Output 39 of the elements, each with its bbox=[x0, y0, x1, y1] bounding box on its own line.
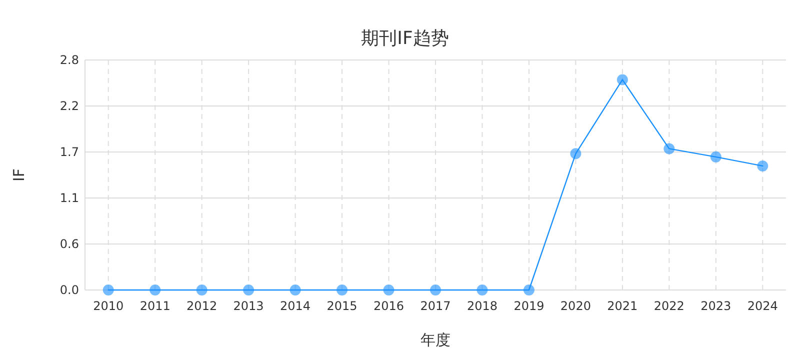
point bbox=[523, 284, 534, 296]
point bbox=[102, 284, 114, 296]
x-tick-label: 2021 bbox=[607, 299, 638, 313]
point bbox=[664, 143, 675, 154]
x-tick-label: 2014 bbox=[280, 299, 311, 313]
x-tick-label: 2010 bbox=[93, 299, 124, 313]
point bbox=[476, 284, 488, 296]
x-tick-label: 2022 bbox=[654, 299, 684, 313]
point bbox=[243, 284, 254, 296]
x-tick-label: 2016 bbox=[373, 299, 404, 313]
x-tick-label: 2023 bbox=[700, 299, 732, 313]
point bbox=[616, 74, 628, 86]
y-axis-title: IF bbox=[10, 168, 28, 182]
x-tick-label: 2018 bbox=[466, 299, 498, 313]
point bbox=[290, 284, 301, 296]
point bbox=[383, 284, 394, 296]
x-tick-label: 2019 bbox=[514, 299, 544, 313]
y-tick-label: 0.6 bbox=[60, 237, 79, 251]
y-tick-label: 0.0 bbox=[60, 283, 79, 297]
chart-title: 期刊IF趋势 bbox=[361, 28, 449, 49]
x-tick-label: 2013 bbox=[233, 299, 264, 313]
x-tick-label: 2017 bbox=[420, 299, 451, 313]
point bbox=[757, 160, 768, 172]
point bbox=[336, 284, 348, 296]
x-tick-label: 2024 bbox=[747, 299, 778, 313]
x-tick-label: 2011 bbox=[140, 299, 170, 313]
y-tick-label: 1.7 bbox=[60, 145, 79, 159]
point bbox=[430, 284, 441, 296]
point bbox=[150, 284, 161, 296]
y-tick-label: 1.1 bbox=[60, 191, 79, 205]
y-tick-label: 2.2 bbox=[60, 99, 79, 113]
x-tick-label: 2012 bbox=[186, 299, 218, 313]
y-tick-label: 2.8 bbox=[60, 53, 79, 67]
x-axis-title: 年度 bbox=[420, 331, 450, 349]
x-tick-label: 2015 bbox=[326, 299, 358, 313]
point bbox=[570, 148, 582, 160]
point bbox=[710, 151, 722, 162]
point bbox=[196, 284, 208, 296]
x-tick-label: 2020 bbox=[560, 299, 591, 313]
